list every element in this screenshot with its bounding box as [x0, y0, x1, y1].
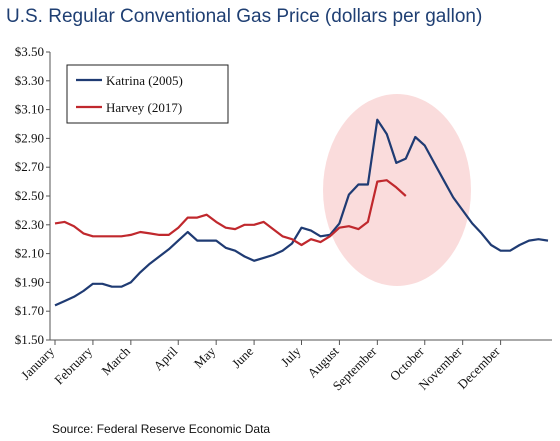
y-tick-label: $2.10	[15, 246, 44, 261]
legend-label: Harvey (2017)	[106, 100, 182, 115]
y-tick-label: $1.70	[15, 303, 44, 318]
source-note: Source: Federal Reserve Economic Data	[52, 422, 270, 436]
x-tick-label: April	[150, 343, 180, 373]
legend-box	[66, 64, 229, 124]
x-tick-label: May	[191, 343, 219, 371]
y-tick-label: $3.10	[15, 102, 44, 117]
y-tick-label: $2.90	[15, 130, 44, 145]
y-tick-label: $3.50	[15, 44, 44, 59]
x-tick-label: February	[51, 343, 95, 387]
y-tick-label: $2.30	[15, 217, 44, 232]
y-tick-label: $2.50	[15, 188, 44, 203]
x-tick-label: December	[454, 343, 503, 392]
x-tick-label: March	[98, 343, 133, 378]
x-tick-label: July	[278, 343, 304, 369]
y-tick-label: $1.90	[15, 274, 44, 289]
highlight-ellipse	[323, 94, 471, 286]
series-line	[54, 118, 549, 307]
legend-label: Katrina (2005)	[106, 73, 183, 88]
legend: Katrina (2005) Harvey (2017)	[66, 64, 229, 124]
y-tick-label: $2.70	[15, 159, 44, 174]
x-tick-label: June	[229, 343, 257, 371]
y-tick-label: $1.50	[15, 332, 44, 347]
series-line	[54, 179, 407, 247]
chart-title: U.S. Regular Conventional Gas Price (dol…	[6, 6, 482, 27]
y-tick-label: $3.30	[15, 73, 44, 88]
